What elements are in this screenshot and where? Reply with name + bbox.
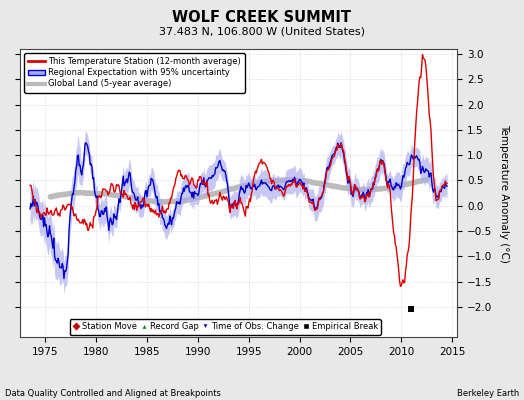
Text: 37.483 N, 106.800 W (United States): 37.483 N, 106.800 W (United States) [159,26,365,36]
Y-axis label: Temperature Anomaly (°C): Temperature Anomaly (°C) [499,124,509,262]
Text: Berkeley Earth: Berkeley Earth [456,389,519,398]
Text: Data Quality Controlled and Aligned at Breakpoints: Data Quality Controlled and Aligned at B… [5,389,221,398]
Text: WOLF CREEK SUMMIT: WOLF CREEK SUMMIT [172,10,352,25]
Legend: Station Move, Record Gap, Time of Obs. Change, Empirical Break: Station Move, Record Gap, Time of Obs. C… [70,319,381,334]
